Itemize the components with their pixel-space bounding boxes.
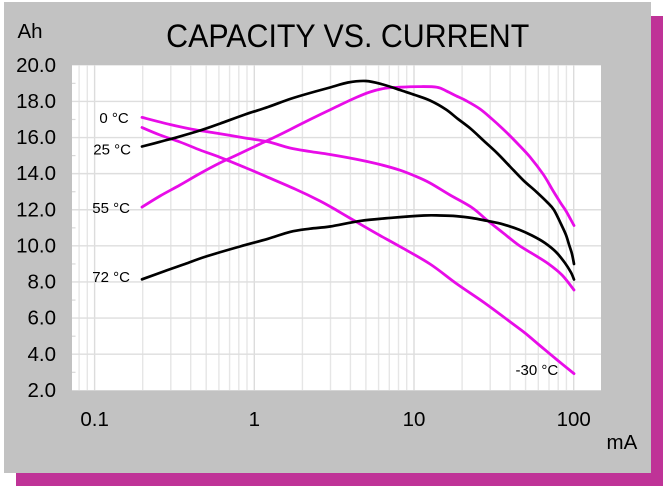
svg-text:20.0: 20.0	[16, 54, 56, 77]
svg-text:0 °C: 0 °C	[99, 110, 129, 127]
svg-text:mA: mA	[607, 431, 638, 454]
svg-text:10.0: 10.0	[16, 234, 56, 257]
svg-text:12.0: 12.0	[16, 198, 56, 221]
svg-text:10: 10	[403, 408, 426, 431]
svg-text:18.0: 18.0	[16, 90, 56, 113]
svg-text:16.0: 16.0	[16, 126, 56, 149]
svg-text:4.0: 4.0	[28, 343, 57, 366]
svg-text:-30 °C: -30 °C	[516, 362, 559, 379]
svg-text:CAPACITY VS. CURRENT: CAPACITY VS. CURRENT	[166, 18, 529, 54]
svg-text:0.1: 0.1	[80, 408, 109, 431]
svg-text:8.0: 8.0	[28, 271, 57, 294]
svg-text:Ah: Ah	[18, 20, 43, 43]
svg-text:100: 100	[557, 408, 591, 431]
svg-text:55 °C: 55 °C	[92, 200, 130, 217]
svg-text:72 °C: 72 °C	[92, 269, 130, 286]
svg-text:1: 1	[249, 408, 260, 431]
svg-text:2.0: 2.0	[28, 379, 57, 402]
svg-text:14.0: 14.0	[16, 162, 56, 185]
svg-text:25 °C: 25 °C	[93, 142, 131, 159]
svg-text:6.0: 6.0	[28, 307, 57, 330]
